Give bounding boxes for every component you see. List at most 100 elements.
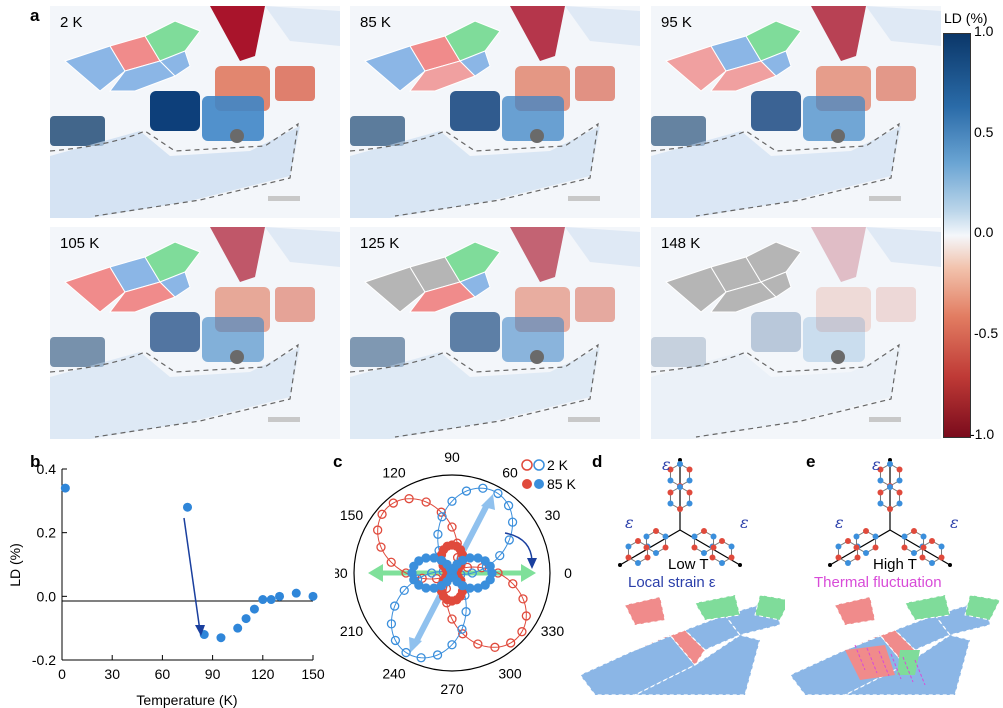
polar-point bbox=[495, 550, 505, 561]
colorbar-tick: 0.5 bbox=[974, 124, 994, 140]
colorbar-tick: -0.5 bbox=[974, 325, 999, 341]
polar-point bbox=[432, 650, 443, 660]
dashed-outline bbox=[350, 343, 599, 438]
domain-blue bbox=[803, 317, 865, 362]
angle-tick-label: 60 bbox=[502, 465, 518, 481]
polar-point bbox=[429, 553, 439, 563]
polar-point bbox=[447, 522, 457, 532]
polar-point bbox=[447, 614, 457, 624]
fluctuation-region bbox=[845, 645, 895, 680]
data-point bbox=[183, 502, 192, 512]
strain-symbol: ε bbox=[662, 455, 671, 474]
domain-inset bbox=[364, 20, 501, 92]
domain-orange bbox=[876, 287, 916, 322]
polar-point bbox=[485, 575, 495, 585]
lattice-atom bbox=[854, 554, 861, 561]
lattice-hexagon bbox=[645, 530, 667, 554]
lattice-atom bbox=[686, 466, 693, 473]
domain-light bbox=[265, 6, 340, 46]
scale-bar bbox=[869, 417, 901, 422]
colorbar-tick: 1.0 bbox=[974, 23, 994, 39]
lattice-atom bbox=[919, 554, 926, 561]
polar-point bbox=[521, 611, 531, 621]
lattice-atom bbox=[719, 560, 725, 566]
axis-arrowhead bbox=[738, 563, 742, 567]
axis-arrowhead bbox=[678, 458, 682, 462]
lattice-atom bbox=[728, 543, 735, 550]
lattice-hexagon bbox=[627, 540, 649, 564]
strain-symbol: ε bbox=[872, 455, 881, 474]
lattice-atom bbox=[863, 528, 869, 534]
dashed-outline bbox=[350, 122, 599, 217]
strain-symbol: ε bbox=[950, 513, 959, 532]
x-tick-label: 120 bbox=[251, 666, 275, 682]
lattice-atom bbox=[691, 544, 698, 551]
angle-tick-label: 0 bbox=[564, 565, 572, 581]
lattice-atom bbox=[877, 489, 884, 496]
fluctuation-line bbox=[914, 659, 926, 686]
blue-arrowhead-bottom bbox=[409, 637, 422, 653]
polar-point bbox=[493, 488, 503, 499]
data-point bbox=[241, 614, 251, 624]
lattice-atom bbox=[901, 533, 908, 540]
polar-chart: 9060300330300270240210180150120 2 K 85 K bbox=[335, 449, 576, 697]
colorbar-tick: -1.0 bbox=[970, 426, 995, 442]
data-point bbox=[233, 623, 243, 633]
polar-point bbox=[517, 627, 527, 637]
angle-tick-label: 210 bbox=[340, 623, 364, 639]
domain-inset bbox=[64, 20, 201, 92]
lattice-atom bbox=[667, 500, 674, 507]
fluctuation-region bbox=[897, 650, 920, 675]
domain-red bbox=[210, 227, 265, 282]
domain-pale bbox=[350, 347, 600, 439]
domain-orange bbox=[575, 287, 615, 322]
domain-light bbox=[866, 6, 941, 46]
lattice-atom bbox=[701, 550, 707, 556]
polar-point bbox=[388, 498, 398, 508]
fluctuation-line bbox=[878, 650, 890, 677]
polar-point bbox=[386, 619, 397, 629]
x-tick-label: 0 bbox=[58, 666, 66, 682]
domain-orange bbox=[275, 287, 315, 322]
polar-point bbox=[390, 635, 401, 646]
lattice-atom bbox=[677, 506, 683, 512]
lattice-atom bbox=[920, 544, 927, 551]
angle-tick-label: 90 bbox=[444, 449, 460, 465]
lattice-hexagon bbox=[693, 530, 715, 554]
data-point bbox=[60, 483, 70, 493]
polar-point bbox=[404, 494, 414, 504]
green-arrowhead-left bbox=[368, 564, 383, 582]
angle-tick-label: 180 bbox=[335, 565, 348, 581]
strain-symbol: ε bbox=[625, 513, 634, 532]
domain-light bbox=[265, 227, 340, 267]
polar-point bbox=[373, 525, 383, 535]
domain-blue-dark bbox=[150, 312, 200, 352]
polar-point bbox=[437, 512, 447, 522]
domain-pale bbox=[350, 126, 600, 218]
lattice-atom bbox=[728, 554, 735, 561]
polar-point bbox=[518, 594, 528, 604]
polar-point bbox=[376, 542, 386, 552]
lattice-atom bbox=[845, 560, 851, 566]
domain-red bbox=[811, 227, 866, 282]
high-t-label: High T bbox=[873, 556, 917, 573]
polar-point bbox=[457, 624, 467, 634]
angle-tick-label: 30 bbox=[545, 507, 561, 523]
legend: 2 K 85 K bbox=[521, 457, 576, 492]
domain-inset bbox=[64, 241, 201, 313]
legend-marker bbox=[522, 479, 532, 489]
lattice-atom bbox=[677, 461, 683, 467]
polar-point bbox=[473, 553, 483, 563]
domain-region bbox=[634, 634, 761, 696]
lattice-hexagon bbox=[837, 540, 859, 564]
axis-arrowhead bbox=[948, 563, 952, 567]
y-tick-label: 0.4 bbox=[37, 461, 57, 477]
lattice-atom bbox=[710, 533, 717, 540]
lattice-atom bbox=[686, 489, 693, 496]
domain-inset bbox=[665, 241, 802, 313]
lattice-atom bbox=[709, 554, 716, 561]
fluctuation-line bbox=[902, 656, 914, 683]
lattice-atom bbox=[863, 550, 869, 556]
strain-schematic-high-t: ε ε ε bbox=[789, 455, 1001, 696]
domain-edge bbox=[651, 116, 706, 146]
